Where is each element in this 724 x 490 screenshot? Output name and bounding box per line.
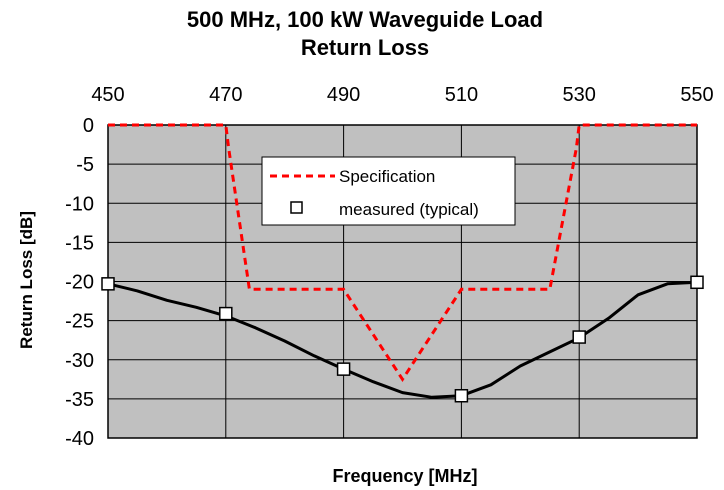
measured-point [572, 330, 586, 344]
y-tick-label: -25 [65, 311, 94, 333]
plot-area: 0 -5 -10 -15 -20 -25 -30 -35 -40 450 470 490 510 530 5… [65, 84, 714, 450]
specification-series-line [108, 123, 697, 383]
chart-title-line1: 500 MHz, 100 kW Waveguide Load [187, 7, 543, 32]
measured-point [454, 388, 469, 403]
legend-spec-label: Specification [339, 167, 435, 186]
y-tick-label: -15 [65, 232, 94, 254]
x-tick-label: 510 [445, 84, 478, 106]
y-tick-label: 0 [83, 115, 94, 137]
legend: Specification measured (typical) [261, 156, 516, 226]
x-tick-label: 450 [91, 84, 124, 106]
x-axis-label: Frequency [MHz] [332, 466, 477, 486]
measured-point [690, 275, 704, 290]
legend-measured-label: measured (typical) [339, 200, 479, 219]
legend-measured-marker [290, 201, 303, 214]
measured-point [219, 306, 233, 321]
y-axis-label: Return Loss [dB] [17, 211, 36, 349]
x-tick-label: 530 [563, 84, 596, 106]
legend-box [261, 156, 516, 226]
x-tick-label: 490 [327, 84, 360, 106]
x-tick-label: 550 [680, 84, 713, 106]
y-tick-label: -10 [65, 193, 94, 215]
y-tick-label: -40 [65, 428, 94, 450]
measured-point [336, 362, 351, 376]
chart-title-line2: Return Loss [301, 35, 429, 60]
y-tick-label: -20 [65, 272, 94, 294]
y-tick-label: -35 [65, 389, 94, 411]
y-tick-label: -30 [65, 350, 94, 372]
x-tick-label: 470 [209, 84, 242, 106]
measured-series-line [107, 280, 698, 399]
measured-point [101, 277, 115, 291]
y-tick-label: -5 [76, 154, 94, 176]
